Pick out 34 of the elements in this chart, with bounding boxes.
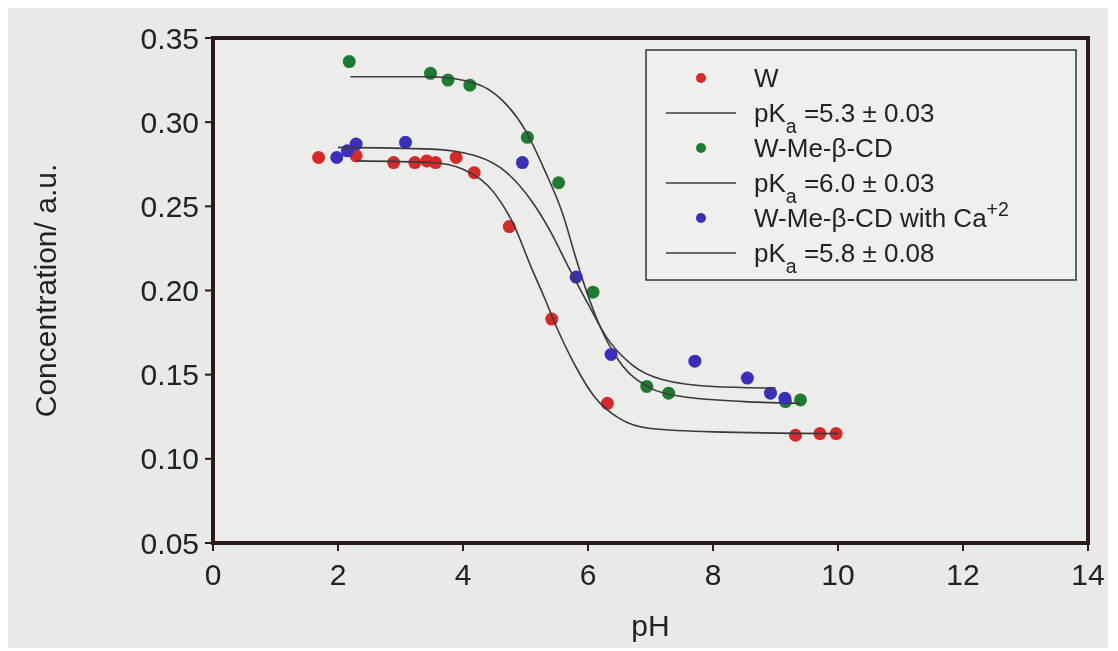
point (312, 151, 326, 165)
x-tick-label: 4 (454, 558, 472, 591)
x-axis-title: pH (631, 609, 670, 642)
point (387, 156, 401, 170)
y-axis-title: Concentration/ a.u. (29, 163, 62, 418)
point (688, 354, 702, 368)
y-tick-label: 0.25 (140, 189, 199, 223)
y-tick-label: 0.10 (140, 442, 199, 476)
point (330, 151, 344, 165)
point (778, 391, 792, 405)
point (794, 393, 807, 407)
x-tick-label: 8 (704, 558, 722, 591)
x-tick-label: 14 (1071, 558, 1105, 591)
point (552, 176, 566, 190)
y-tick-label: 0.15 (140, 358, 199, 392)
legend-label: pK$_{a}$ =5.8 ± 0.08 (754, 238, 935, 278)
point (604, 347, 618, 361)
y-tick-label: 0.30 (140, 105, 199, 139)
point (829, 427, 843, 441)
legend-label: W (754, 63, 779, 94)
x-tick-label: 6 (579, 558, 597, 591)
y-tick-label: 0.20 (140, 274, 199, 307)
point (740, 371, 754, 385)
point (515, 156, 529, 170)
x-tick-label: 12 (946, 558, 980, 591)
point (449, 151, 463, 165)
y-tick-label: 0.35 (140, 21, 199, 55)
x-tick-label: 10 (821, 558, 855, 591)
point (342, 55, 356, 69)
point (399, 135, 412, 149)
y-tick-label: 0.05 (140, 526, 199, 560)
x-tick-label: 2 (329, 558, 347, 591)
x-tick-label: 0 (204, 558, 222, 591)
point (586, 285, 600, 299)
